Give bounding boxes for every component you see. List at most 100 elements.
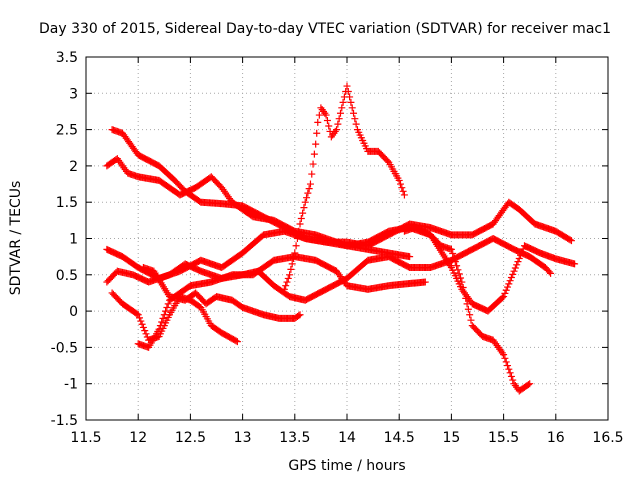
data-point xyxy=(501,289,509,297)
data-point xyxy=(300,204,308,212)
data-point xyxy=(284,274,292,282)
data-point xyxy=(137,317,145,325)
data-point xyxy=(296,220,304,228)
data-point xyxy=(352,120,360,128)
data-point xyxy=(459,284,467,292)
data-point xyxy=(566,236,574,244)
data-point xyxy=(467,316,475,324)
data-point xyxy=(309,160,317,168)
data-point xyxy=(155,325,163,333)
data-point xyxy=(513,261,521,269)
data-point xyxy=(287,265,295,273)
x-tick-label: 14 xyxy=(338,430,356,446)
data-point xyxy=(502,358,510,366)
data-point xyxy=(567,237,575,245)
data-point xyxy=(292,242,300,250)
data-point xyxy=(510,267,518,275)
data-point xyxy=(509,376,517,384)
series-track-2 xyxy=(108,126,575,250)
data-point xyxy=(343,82,351,90)
data-point xyxy=(232,337,240,345)
data-point xyxy=(571,260,579,268)
data-points xyxy=(103,82,579,395)
data-point xyxy=(325,122,333,130)
data-point xyxy=(283,278,291,286)
data-point xyxy=(421,278,429,286)
y-tick-label: 2.5 xyxy=(56,123,78,139)
data-point xyxy=(498,294,506,302)
data-point xyxy=(507,274,515,282)
data-point xyxy=(142,330,150,338)
y-tick-label: -0.5 xyxy=(51,340,78,356)
x-tick-label: 15.5 xyxy=(488,430,519,446)
data-point xyxy=(163,303,171,311)
series-track-7 xyxy=(134,253,429,351)
data-point xyxy=(139,323,147,331)
data-point xyxy=(291,249,299,257)
data-point xyxy=(515,254,523,262)
y-tick-label: -1.5 xyxy=(51,413,78,429)
chart-title: Day 330 of 2015, Sidereal Day-to-day VTE… xyxy=(39,21,611,37)
data-point xyxy=(339,98,347,106)
data-point xyxy=(509,270,517,278)
data-point xyxy=(458,278,466,286)
data-point xyxy=(159,314,167,322)
y-tick-label: 3 xyxy=(69,86,78,102)
series-track-8 xyxy=(280,82,408,293)
data-point xyxy=(447,245,455,253)
gridlines xyxy=(86,57,608,420)
data-point xyxy=(348,104,356,112)
data-point xyxy=(308,170,316,178)
data-point xyxy=(280,285,288,293)
data-point xyxy=(505,280,513,288)
axis-ticks xyxy=(85,56,609,421)
y-tick-label: 1 xyxy=(69,232,78,248)
data-point xyxy=(466,311,474,319)
data-point xyxy=(350,109,358,117)
y-tick-label: 2 xyxy=(69,159,78,175)
x-tick-label: 13.5 xyxy=(279,430,310,446)
data-point xyxy=(288,260,296,268)
data-point xyxy=(547,269,555,277)
data-point xyxy=(457,274,465,282)
data-point xyxy=(138,320,146,328)
data-point xyxy=(400,191,408,199)
data-point xyxy=(397,180,405,188)
y-tick-labels: 3.5 3 2.5 2 1.5 1 0.5 0 -0.5 -1 -1.5 xyxy=(51,50,78,429)
data-point xyxy=(506,369,514,377)
data-point xyxy=(156,322,164,330)
data-point xyxy=(504,283,512,291)
data-point xyxy=(526,380,534,388)
data-point xyxy=(398,184,406,192)
data-point xyxy=(451,258,459,266)
data-point xyxy=(299,209,307,217)
series-track-6 xyxy=(139,264,304,322)
data-point xyxy=(524,381,532,389)
data-point xyxy=(305,185,313,193)
data-point xyxy=(450,254,458,262)
data-point xyxy=(545,268,553,276)
y-tick-label: 1.5 xyxy=(56,195,78,211)
data-point xyxy=(164,300,172,308)
data-point xyxy=(312,140,320,148)
data-point xyxy=(160,311,168,319)
data-point xyxy=(303,194,311,202)
data-point xyxy=(136,314,144,322)
data-point xyxy=(463,300,471,308)
x-tick-label: 16.5 xyxy=(592,430,623,446)
y-tick-label: 0 xyxy=(69,304,78,320)
y-tick-label: 3.5 xyxy=(56,50,78,66)
data-point xyxy=(344,87,352,95)
x-tick-label: 13 xyxy=(234,430,252,446)
data-point xyxy=(335,115,343,123)
data-point xyxy=(323,117,331,125)
x-tick-label: 12.5 xyxy=(175,430,206,446)
data-point xyxy=(301,198,309,206)
data-point xyxy=(134,311,142,319)
data-point xyxy=(314,118,322,126)
data-point xyxy=(383,157,391,165)
data-point xyxy=(502,286,510,294)
x-tick-label: 12 xyxy=(129,430,147,446)
data-point xyxy=(449,249,457,257)
